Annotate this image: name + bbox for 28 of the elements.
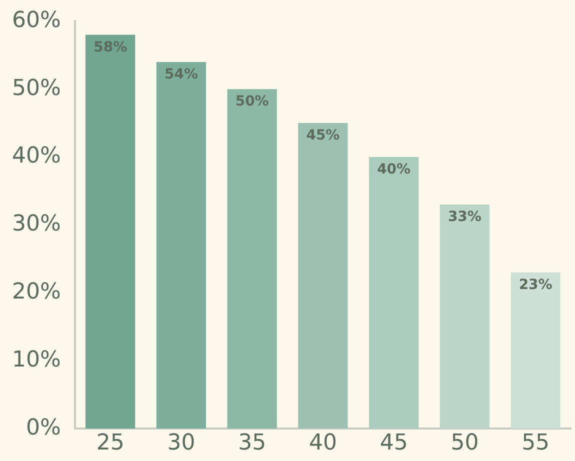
y-tick-label: 60%: [12, 8, 61, 33]
bar: [227, 89, 277, 429]
data-label: 23%: [518, 277, 552, 294]
data-label: 50%: [235, 94, 269, 110]
y-tick-label: 40%: [12, 144, 61, 169]
data-label: 45%: [306, 128, 340, 144]
x-tick-label: 50: [450, 430, 479, 456]
x-tick-label: 35: [238, 430, 266, 456]
x-tick-label: 55: [522, 430, 550, 456]
data-label: 58%: [94, 39, 128, 56]
data-label: 33%: [448, 209, 482, 226]
x-tick-label: 25: [96, 430, 124, 456]
x-tick-label: 30: [167, 430, 196, 456]
bar: [156, 62, 206, 429]
y-tick-label: 10%: [12, 347, 61, 372]
data-label: 54%: [164, 66, 198, 83]
x-tick-label: 45: [380, 430, 408, 456]
y-tick-label: 30%: [12, 212, 61, 237]
y-tick-label: 20%: [12, 280, 61, 305]
x-tick-label: 40: [308, 430, 337, 456]
bar: [298, 123, 348, 429]
bar: [369, 157, 419, 429]
data-label: 40%: [377, 162, 411, 178]
bar: [86, 34, 136, 429]
bar: [510, 272, 560, 429]
bar: [440, 204, 490, 429]
y-tick-label: 0%: [26, 415, 61, 440]
y-tick-label: 50%: [12, 76, 61, 101]
